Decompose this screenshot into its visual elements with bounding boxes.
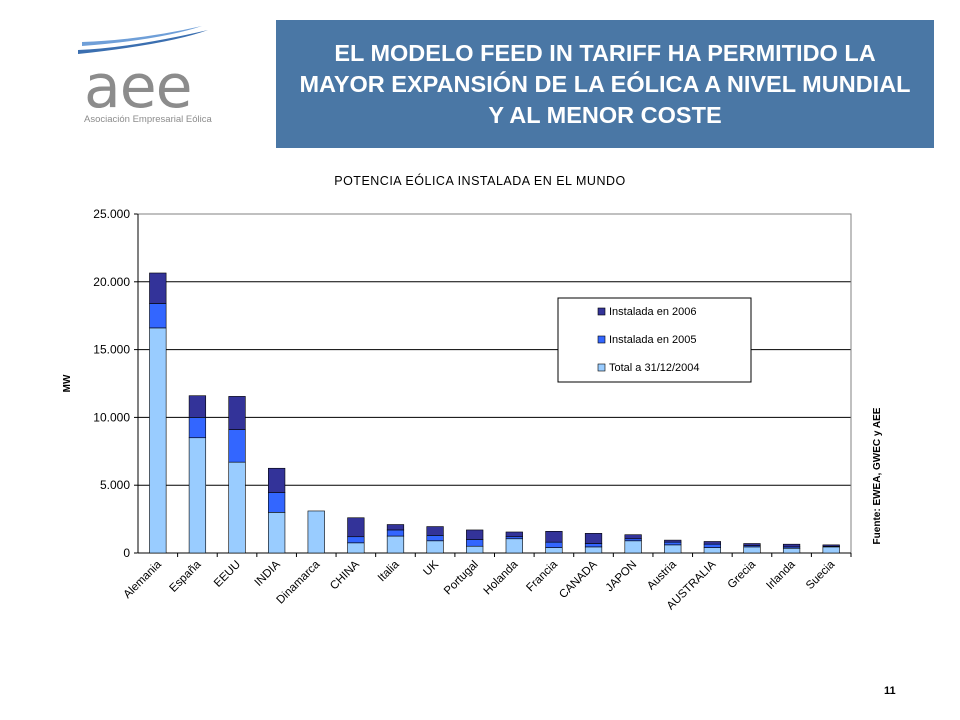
y-axis-label: MW (62, 374, 73, 392)
bar-segment (703, 541, 721, 545)
bar-segment (307, 510, 325, 554)
x-tick-label: INDIA (253, 558, 283, 588)
page-number: 11 (884, 685, 896, 697)
bar-segment (664, 541, 682, 546)
bar-segment (228, 429, 246, 463)
x-tick-label: Suecia (804, 558, 838, 592)
bar-segment (584, 546, 603, 554)
bar-segment (703, 543, 721, 548)
bar-segment (584, 533, 603, 544)
bar-segment (228, 461, 246, 554)
x-tick-label: Francia (524, 558, 560, 594)
bar-segment (505, 538, 523, 554)
bar-segment (426, 540, 444, 554)
chart-title: POTENCIA EÓLICA INSTALADA EN EL MUNDO (334, 174, 626, 188)
legend-swatch (597, 335, 606, 344)
x-tick-label: Alemania (122, 558, 165, 601)
y-tick-label: 10.000 (93, 410, 130, 424)
bar-segment (505, 536, 523, 540)
bar-segment (664, 539, 682, 543)
y-tick-label: 25.000 (93, 207, 130, 221)
slide-title-banner: EL MODELO FEED IN TARIFF HA PERMITIDO LA… (276, 20, 934, 148)
logo-name: aee (84, 52, 193, 122)
source-note: Fuente: EWEA, GWEC y AEE (872, 407, 883, 544)
legend-box (557, 297, 752, 383)
bar-segment (545, 541, 563, 548)
x-tick-label: CHINA (328, 558, 362, 592)
bar-segment (347, 517, 365, 538)
bar-segment (188, 417, 207, 439)
bar-segment (466, 529, 484, 540)
legend-swatch (597, 363, 606, 372)
x-tick-label: Dinamarca (275, 558, 323, 606)
bar-segment (466, 539, 484, 547)
bar-segment (149, 272, 167, 304)
bar-segment (386, 529, 405, 537)
bar-segment (782, 543, 801, 548)
bar-segment (188, 437, 207, 554)
aee-logo: aee Asociación Empresarial Eólica (70, 22, 220, 132)
x-tick-label: Italia (376, 558, 402, 584)
x-tick-label: España (167, 558, 203, 594)
bar-segment (822, 546, 840, 554)
bar-segment (426, 535, 444, 542)
y-tick-label: 5.000 (100, 478, 130, 492)
bar-segment (386, 524, 405, 531)
x-tick-label: Holanda (482, 558, 521, 597)
bar-segment (703, 547, 721, 554)
x-tick-label: Irlanda (764, 558, 798, 592)
x-tick-label: EEUU (212, 559, 243, 590)
bar-segment (149, 303, 167, 329)
logo-subtitle: Asociación Empresarial Eólica (84, 114, 212, 125)
bar-segment (426, 526, 444, 536)
x-tick-label: Portugal (442, 559, 481, 598)
x-tick-label: CANADA (557, 558, 600, 601)
bar-segment (624, 538, 642, 542)
bar-segment (743, 543, 761, 546)
bar-segment (505, 531, 523, 538)
bar-segment (584, 543, 603, 548)
legend-label: Instalada en 2006 (609, 306, 696, 318)
x-tick-label: Austria (645, 558, 679, 592)
x-tick-label: Grecia (726, 558, 759, 591)
legend-label: Total a 31/12/2004 (609, 362, 700, 374)
slide-title: EL MODELO FEED IN TARIFF HA PERMITIDO LA… (299, 39, 911, 128)
bar-segment (149, 327, 167, 554)
y-tick-label: 20.000 (93, 275, 130, 289)
bar-segment (743, 546, 761, 554)
bar-segment (624, 534, 642, 540)
bar-segment (188, 395, 207, 418)
legend-swatch (597, 307, 606, 316)
x-tick-label: JAPON (604, 559, 640, 595)
bar-segment (268, 467, 286, 493)
x-tick-label: UK (421, 558, 441, 578)
legend-label: Instalada en 2005 (609, 334, 696, 346)
bar-segment (545, 531, 563, 543)
bar-segment (386, 535, 405, 554)
bar-segment (268, 492, 286, 513)
bar-segment (822, 544, 840, 547)
bar-segment (347, 542, 365, 554)
bar-segment (466, 545, 484, 554)
bar-segment (228, 396, 246, 430)
bar-segment (624, 540, 642, 554)
bar-segment (268, 512, 286, 554)
y-tick-label: 0 (123, 546, 130, 560)
bar-segment (347, 536, 365, 544)
bar-segment (545, 547, 563, 554)
y-tick-label: 15.000 (93, 343, 130, 357)
bar-segment (664, 544, 682, 554)
logo-swoosh-icon (78, 26, 208, 54)
bar-segment (782, 547, 801, 554)
